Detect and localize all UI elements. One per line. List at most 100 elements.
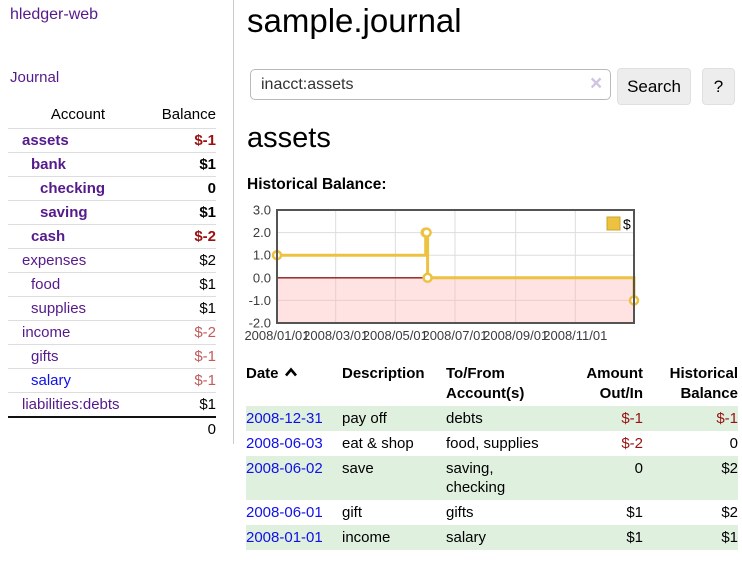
register-amount-cell: $-2 bbox=[621, 435, 643, 452]
register-accounts-cell: food, supplies bbox=[446, 435, 539, 452]
historical-balance-chart: 3.0 2.0 1.0 0.0 -1.0 -2.0 2008/01/01 2008/03/01… bbox=[240, 198, 642, 348]
register-balance-cell: $1 bbox=[721, 529, 738, 546]
clear-search-icon[interactable]: × bbox=[590, 72, 603, 95]
register-date-cell: 2008-06-03 bbox=[246, 431, 342, 456]
account-balance: $1 bbox=[199, 276, 216, 293]
page-title: sample.journal bbox=[247, 2, 462, 39]
register-header-accounts: To/From Account(s) bbox=[446, 365, 525, 402]
sidebar-item-journal[interactable]: Journal bbox=[10, 69, 60, 86]
accounts-total-value: 0 bbox=[147, 416, 216, 442]
account-cell: liabilities:debts bbox=[8, 393, 148, 418]
account-cell: bank bbox=[8, 153, 148, 177]
account-row: liabilities:debts $1 bbox=[8, 392, 216, 418]
account-link-saving[interactable]: saving bbox=[40, 204, 88, 221]
register-balance-cell: $-1 bbox=[716, 410, 738, 427]
chart-x-tick-label: 2008/05/01 bbox=[363, 328, 428, 343]
register-accounts-cell: debts bbox=[446, 410, 483, 427]
register-amount-cell: $-1 bbox=[621, 410, 643, 427]
account-row: supplies $1 bbox=[8, 296, 216, 321]
register-balance-cell: 0 bbox=[729, 435, 738, 452]
account-balance: $-2 bbox=[194, 228, 216, 245]
account-balance: $1 bbox=[199, 396, 216, 413]
register-description-cell: pay off bbox=[342, 410, 387, 427]
account-link-salary[interactable]: salary bbox=[31, 372, 72, 389]
app-brand-link[interactable]: hledger-web bbox=[10, 6, 99, 23]
account-balance: $-1 bbox=[194, 132, 216, 149]
chart-negative-region bbox=[277, 277, 634, 323]
account-link-liabilities-debts[interactable]: liabilities:debts bbox=[22, 396, 120, 413]
balance-chart-svg: 3.0 2.0 1.0 0.0 -1.0 -2.02008/01/012008/03/01… bbox=[244, 203, 640, 343]
account-cell: checking bbox=[8, 177, 148, 201]
account-cell: assets bbox=[8, 129, 148, 153]
chart-point-marker bbox=[422, 272, 433, 284]
search-input[interactable] bbox=[250, 69, 611, 100]
register-header-balance: Historical Balance bbox=[669, 365, 738, 402]
account-cell: expenses bbox=[8, 249, 148, 273]
register-accounts-cell: gifts bbox=[446, 504, 474, 521]
account-row: assets $-1 bbox=[8, 128, 216, 153]
account-cell: food bbox=[8, 273, 148, 297]
register-row: 2008-06-01 gift gifts $1 $2 bbox=[246, 500, 738, 525]
account-cell: saving bbox=[8, 201, 148, 225]
register-amount-cell: $1 bbox=[626, 529, 643, 546]
chart-y-tick-label: -1.0 bbox=[249, 293, 271, 308]
chart-y-tick-label: 3.0 bbox=[253, 203, 271, 218]
accounts-table: Account Balance assets $-1 bank $1 checking 0… bbox=[8, 103, 216, 442]
chart-x-tick-label: 2008/07/01 bbox=[422, 328, 487, 343]
account-row: salary $-1 bbox=[8, 368, 216, 393]
account-link-supplies[interactable]: supplies bbox=[31, 300, 87, 317]
account-row: expenses $2 bbox=[8, 248, 216, 273]
account-row: food $1 bbox=[8, 272, 216, 297]
register-amount-cell: 0 bbox=[634, 460, 643, 477]
transaction-date-link[interactable]: 2008-06-01 bbox=[246, 504, 323, 521]
account-row: bank $1 bbox=[8, 152, 216, 177]
transaction-date-link[interactable]: 2008-06-02 bbox=[246, 460, 323, 477]
accounts-header-account: Account bbox=[50, 106, 106, 123]
register-header-amount: Amount Out/In bbox=[586, 365, 643, 402]
register-balance-cell: $2 bbox=[721, 504, 738, 521]
account-link-gifts[interactable]: gifts bbox=[31, 348, 59, 365]
account-cell: salary bbox=[8, 369, 148, 393]
register-description-cell: gift bbox=[342, 504, 363, 521]
account-link-income[interactable]: income bbox=[22, 324, 71, 341]
help-button[interactable]: ? bbox=[702, 68, 735, 105]
transaction-date-link[interactable]: 2008-06-03 bbox=[246, 435, 323, 452]
account-balance: $1 bbox=[199, 156, 216, 173]
account-link-food[interactable]: food bbox=[31, 276, 61, 293]
account-balance: $1 bbox=[199, 300, 216, 317]
account-balance: $2 bbox=[199, 252, 216, 269]
account-cell: supplies bbox=[8, 297, 148, 321]
register-amount-cell: $1 bbox=[626, 504, 643, 521]
chart-point-marker bbox=[421, 227, 432, 238]
transaction-date-link[interactable]: 2008-01-01 bbox=[246, 529, 323, 546]
register-row: 2008-06-02 save saving, checking 0 $2 bbox=[246, 456, 738, 500]
register-description-cell: income bbox=[342, 529, 391, 546]
chart-legend-label: $ bbox=[623, 216, 631, 232]
chart-frame bbox=[276, 209, 635, 324]
account-balance: 0 bbox=[207, 180, 216, 197]
account-balance: $1 bbox=[199, 204, 216, 221]
register-accounts-cell: saving, checking bbox=[446, 460, 506, 496]
search-button[interactable]: Search bbox=[617, 68, 691, 105]
transaction-date-link[interactable]: 2008-12-31 bbox=[246, 410, 323, 427]
accounts-table-header: Account Balance bbox=[8, 103, 216, 129]
register-header-date[interactable]: Date bbox=[246, 362, 342, 406]
register-header-description: Description bbox=[342, 365, 425, 382]
account-heading: assets bbox=[247, 122, 331, 154]
account-link-bank[interactable]: bank bbox=[31, 156, 67, 173]
register-header-date-label: Date bbox=[246, 365, 279, 382]
account-row: gifts $-1 bbox=[8, 344, 216, 369]
account-link-expenses[interactable]: expenses bbox=[22, 252, 87, 269]
register-description-cell: save bbox=[342, 460, 374, 477]
chart-y-tick-label: 1.0 bbox=[253, 248, 271, 263]
account-link-checking[interactable]: checking bbox=[40, 180, 106, 197]
account-row: income $-2 bbox=[8, 320, 216, 345]
chart-title: Historical Balance: bbox=[247, 176, 387, 193]
account-link-cash[interactable]: cash bbox=[31, 228, 66, 245]
account-link-assets[interactable]: assets bbox=[22, 132, 69, 149]
chart-x-tick-label: 2008/01/01 bbox=[244, 328, 309, 343]
register-row: 2008-12-31 pay off debts $-1 $-1 bbox=[246, 406, 738, 431]
chart-x-tick-label: 2008/11/01 bbox=[543, 328, 607, 343]
register-date-cell: 2008-01-01 bbox=[246, 525, 342, 550]
